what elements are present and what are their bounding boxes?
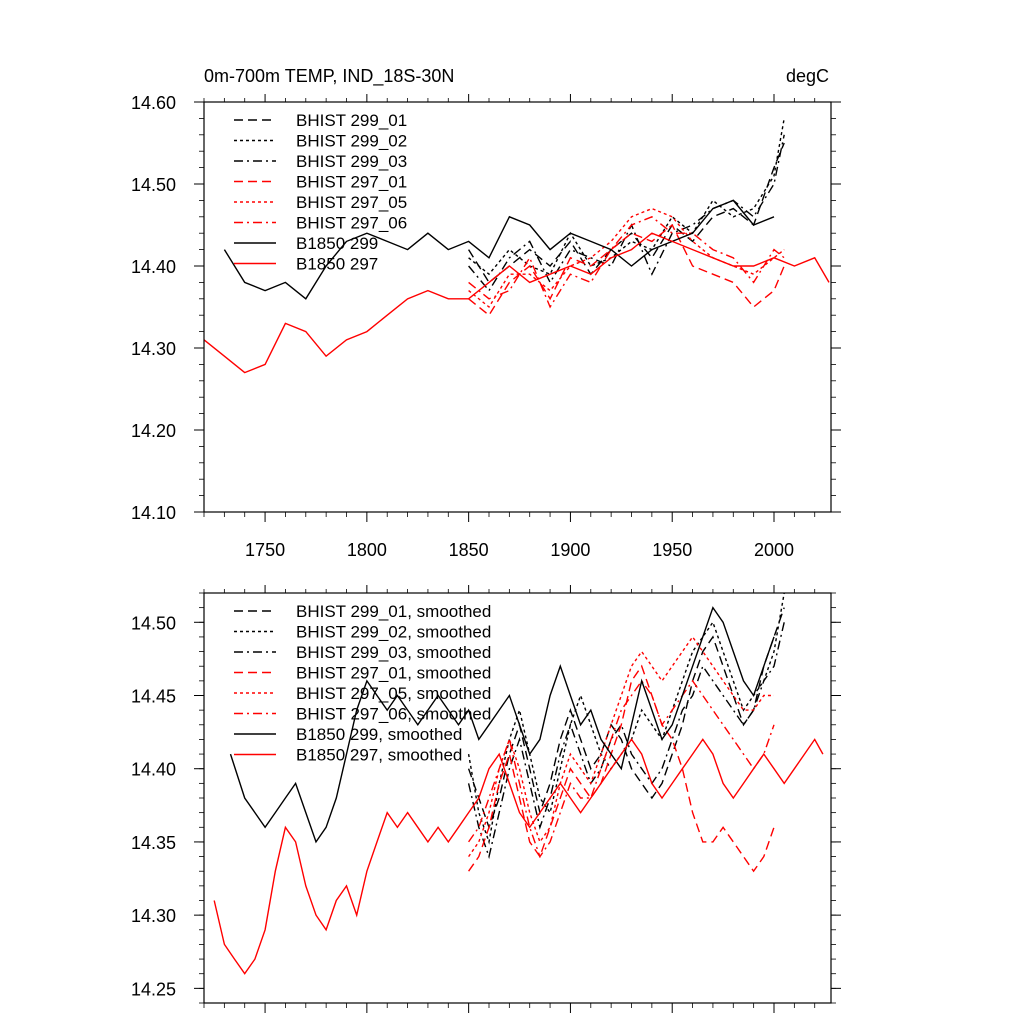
bottom-series-line-4	[468, 635, 774, 857]
top-legend-label-6: B1850 299	[296, 234, 378, 253]
top-legend-label-0: BHIST 299_01	[296, 111, 407, 130]
top-title-left: 0m-700m TEMP, IND_18S-30N	[204, 66, 454, 87]
bottom-plot-area	[213, 592, 824, 975]
top-legend-label-2: BHIST 299_03	[296, 152, 407, 171]
top-legend-label-4: BHIST 297_05	[296, 193, 407, 212]
bottom-series-line-3	[468, 664, 775, 873]
bottom-y-tick-label-4: 14.45	[131, 687, 176, 707]
top-panel: 0m-700m TEMP, IND_18S-30N degC 1750 1800 1…	[131, 66, 841, 560]
top-y-tick-label-1: 14.20	[131, 421, 176, 441]
top-y-tick-label-3: 14.40	[131, 257, 176, 277]
top-series-line-1	[468, 118, 785, 276]
bottom-legend-label-4: BHIST 297_05, smoothed	[296, 684, 491, 703]
bottom-y-tick-label-0: 14.25	[131, 979, 176, 999]
bottom-legend-label-0: BHIST 299_01, smoothed	[296, 602, 491, 621]
bottom-legend: BHIST 299_01, smoothed BHIST 299_02, smoo…	[234, 602, 491, 765]
bottom-legend-label-3: BHIST 297_01, smoothed	[296, 664, 491, 683]
bottom-legend-label-5: BHIST 297_06, smoothed	[296, 705, 491, 724]
bottom-ticks: 14.25 14.30 14.35 14.40 14.45 14.50	[131, 585, 841, 1013]
bottom-series-line-7	[213, 738, 824, 975]
top-series-line-5	[468, 215, 785, 309]
top-series-line-7	[203, 232, 830, 374]
bottom-series-line-0	[467, 607, 785, 830]
top-title-right: degC	[786, 66, 829, 86]
bottom-series-line-5	[468, 679, 775, 859]
bottom-legend-label-7: B1850 297, smoothed	[296, 746, 462, 765]
top-legend-label-1: BHIST 299_02	[296, 132, 407, 151]
top-series-line-0	[468, 142, 785, 284]
top-plot-frame	[203, 101, 832, 513]
top-legend-label-7: B1850 297	[296, 255, 378, 274]
bottom-y-tick-label-3: 14.40	[131, 760, 176, 780]
top-x-tick-label-0: 1750	[245, 540, 285, 560]
top-series-line-4	[468, 207, 785, 309]
top-x-tick-label-4: 1950	[652, 540, 692, 560]
top-plot-area	[203, 118, 830, 374]
top-series-line-3	[468, 223, 785, 317]
top-x-tick-label-3: 1900	[550, 540, 590, 560]
top-y-tick-label-5: 14.60	[131, 93, 176, 113]
top-y-tick-label-4: 14.50	[131, 175, 176, 195]
top-y-tick-label-0: 14.10	[131, 503, 176, 523]
top-series-line-6	[223, 199, 775, 300]
top-x-tick-label-5: 2000	[754, 540, 794, 560]
bottom-series-line-2	[467, 622, 785, 860]
bottom-series-line-6	[229, 606, 775, 844]
bottom-legend-label-6: B1850 299, smoothed	[296, 725, 462, 744]
bottom-y-tick-label-2: 14.35	[131, 833, 176, 853]
top-ticks: 1750 1800 1850 1900 1950 2000 14.10 14.20 14.30 1…	[131, 93, 841, 560]
top-x-tick-label-1: 1800	[347, 540, 387, 560]
bottom-legend-label-1: BHIST 299_02, smoothed	[296, 623, 491, 642]
bottom-series-line-1	[467, 592, 785, 845]
top-y-tick-label-2: 14.30	[131, 339, 176, 359]
top-legend-label-5: BHIST 297_06	[296, 214, 407, 233]
bottom-y-tick-label-1: 14.30	[131, 906, 176, 926]
top-x-tick-label-2: 1850	[449, 540, 489, 560]
bottom-legend-label-2: BHIST 299_03, smoothed	[296, 643, 491, 662]
bottom-panel: 14.25 14.30 14.35 14.40 14.45 14.50 BHIST 299…	[131, 585, 841, 1013]
bottom-y-tick-label-5: 14.50	[131, 613, 176, 633]
top-legend-label-3: BHIST 297_01	[296, 173, 407, 192]
